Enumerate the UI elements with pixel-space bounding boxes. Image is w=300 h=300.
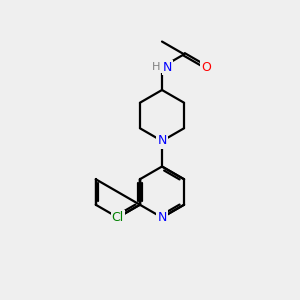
Text: H: H [152, 62, 161, 72]
Text: Cl: Cl [112, 211, 124, 224]
Text: N: N [163, 61, 172, 74]
Text: O: O [201, 61, 211, 74]
Text: N: N [157, 211, 167, 224]
Text: N: N [157, 134, 167, 148]
